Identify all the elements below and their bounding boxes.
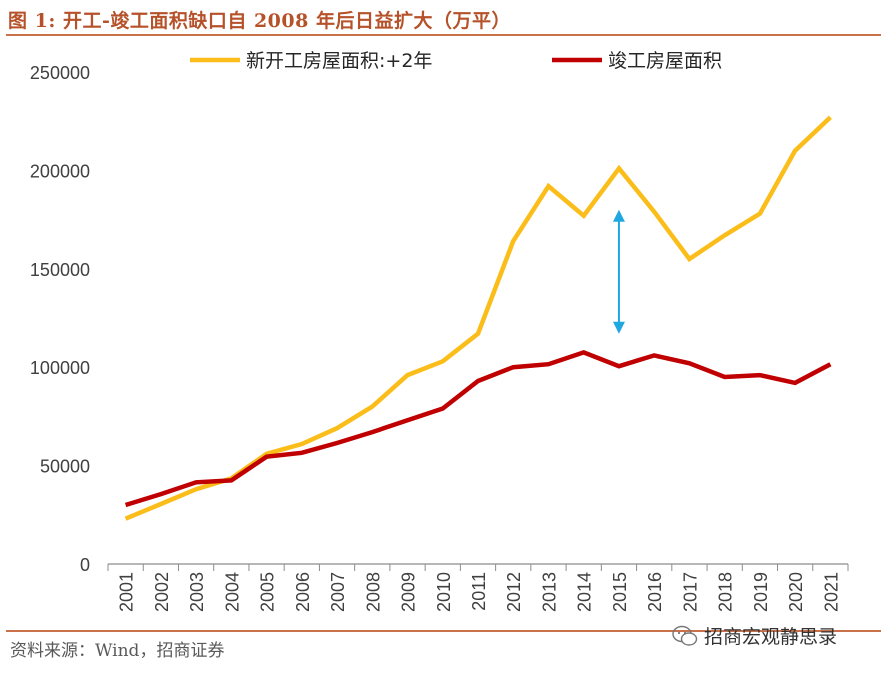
data-point bbox=[159, 492, 163, 496]
footer-divider bbox=[6, 630, 881, 632]
data-point bbox=[476, 332, 480, 336]
x-tick-label: 2008 bbox=[363, 572, 383, 612]
x-tick-label: 2018 bbox=[716, 572, 736, 612]
series-line-1 bbox=[124, 115, 832, 521]
x-tick-label: 2006 bbox=[293, 572, 313, 612]
data-point bbox=[441, 359, 445, 363]
x-tick-label: 2012 bbox=[504, 572, 524, 612]
y-tick-label: 50000 bbox=[40, 457, 90, 477]
data-point bbox=[793, 381, 797, 385]
gap-arrow-head-down bbox=[612, 321, 625, 334]
data-point bbox=[300, 442, 304, 446]
data-point bbox=[511, 365, 515, 369]
y-tick-label: 0 bbox=[80, 555, 90, 575]
y-tick-label: 250000 bbox=[30, 63, 90, 83]
data-point bbox=[758, 212, 762, 216]
wechat-icon bbox=[672, 625, 698, 646]
data-point bbox=[265, 455, 269, 459]
chart-annotations bbox=[612, 209, 625, 334]
y-tick-label: 100000 bbox=[30, 358, 90, 378]
data-point bbox=[828, 362, 832, 366]
legend-label-1: 新开工房屋面积:+2年 bbox=[246, 50, 432, 72]
data-point bbox=[194, 480, 198, 484]
data-point bbox=[617, 166, 621, 170]
gap-arrow-head-up bbox=[612, 209, 625, 222]
x-tick-label: 2007 bbox=[328, 572, 348, 612]
data-point bbox=[546, 184, 550, 188]
data-point bbox=[229, 478, 233, 482]
x-tick-label: 2014 bbox=[575, 572, 595, 612]
x-tick-label: 2005 bbox=[258, 572, 278, 612]
watermark-label: 招商宏观静思录 bbox=[704, 626, 838, 648]
x-tick-label: 2011 bbox=[469, 572, 489, 611]
data-point bbox=[723, 233, 727, 237]
legend-label-2: 竣工房屋面积 bbox=[608, 50, 722, 72]
x-tick-label: 2003 bbox=[187, 572, 207, 612]
data-point bbox=[828, 115, 832, 119]
data-point bbox=[335, 426, 339, 430]
x-tick-label: 2016 bbox=[645, 572, 665, 612]
data-point bbox=[406, 373, 410, 377]
x-tick-label: 2015 bbox=[610, 572, 630, 612]
data-point bbox=[476, 379, 480, 383]
data-point bbox=[652, 210, 656, 214]
data-point bbox=[758, 373, 762, 377]
data-point bbox=[723, 375, 727, 379]
data-point bbox=[687, 257, 691, 261]
chart-series bbox=[124, 115, 832, 521]
x-tick-label: 2020 bbox=[786, 572, 806, 612]
data-point bbox=[159, 502, 163, 506]
x-tick-label: 2001 bbox=[117, 572, 137, 612]
data-point bbox=[687, 361, 691, 365]
data-point bbox=[582, 214, 586, 218]
data-point bbox=[406, 418, 410, 422]
data-point bbox=[793, 149, 797, 153]
x-tick-label: 2021 bbox=[821, 572, 841, 612]
x-tick-label: 2002 bbox=[152, 572, 172, 612]
x-tick-label: 2019 bbox=[751, 572, 771, 612]
x-tick-label: 2010 bbox=[434, 572, 454, 612]
series-line-2 bbox=[124, 350, 832, 508]
x-axis-ticks: 2001 2002 2003 2004 2005 2006 2007 2008 2009 2010… bbox=[107, 564, 849, 612]
source-note: 资料来源：Wind，招商证券 bbox=[10, 641, 225, 661]
x-tick-label: 2004 bbox=[222, 572, 242, 612]
data-point bbox=[617, 364, 621, 368]
title-divider bbox=[6, 34, 881, 36]
watermark: 招商宏观静思录 bbox=[672, 622, 837, 649]
figure-title: 图 1: 开工-竣工面积缺口自 2008 年后日益扩大（万平） bbox=[8, 10, 511, 32]
data-point bbox=[582, 350, 586, 354]
chart-legend: 新开工房屋面积:+2年 竣工房屋面积 bbox=[190, 50, 722, 72]
data-point bbox=[300, 451, 304, 455]
data-point bbox=[441, 407, 445, 411]
data-point bbox=[124, 503, 128, 507]
data-point bbox=[652, 353, 656, 357]
y-tick-label: 200000 bbox=[30, 161, 90, 181]
y-axis-ticks: 0 50000 100000 150000 200000 250000 bbox=[30, 63, 90, 575]
data-point bbox=[194, 487, 198, 491]
y-tick-label: 150000 bbox=[30, 260, 90, 280]
data-point bbox=[546, 362, 550, 366]
data-point bbox=[335, 441, 339, 445]
data-point bbox=[370, 430, 374, 434]
x-tick-label: 2017 bbox=[680, 572, 700, 612]
x-tick-label: 2013 bbox=[539, 572, 559, 612]
data-point bbox=[511, 239, 515, 243]
data-point bbox=[370, 405, 374, 409]
x-tick-label: 2009 bbox=[399, 572, 419, 612]
data-point bbox=[124, 517, 128, 521]
